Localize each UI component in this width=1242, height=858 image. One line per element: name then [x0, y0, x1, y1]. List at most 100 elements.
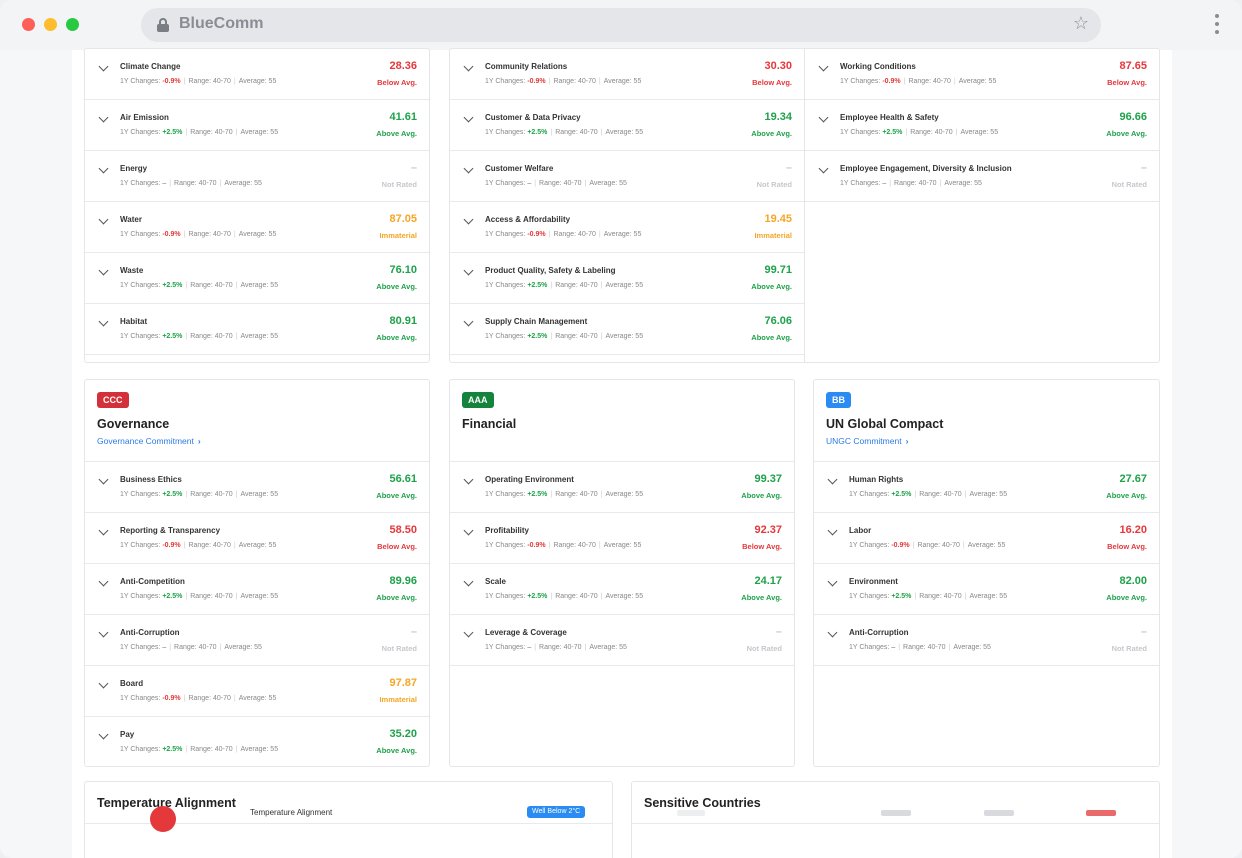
chevron-down-icon[interactable] — [828, 475, 838, 485]
average-label: Average: — [239, 231, 267, 238]
indicator-row[interactable]: Labor 1Y Changes: -0.9% | Range: 40-70 | Aver… — [814, 513, 1159, 564]
indicator-meta: 1Y Changes: -0.9% | Range: 40-70 | Average: … — [485, 231, 641, 238]
chevron-down-icon[interactable] — [99, 113, 109, 123]
range-value: 40-70 — [215, 746, 233, 753]
indicator-row[interactable]: Waste 1Y Changes: +2.5% | Range: 40-70 | Aver… — [85, 253, 429, 304]
indicator-row[interactable]: Community Relations 1Y Changes: -0.9% | Ran… — [450, 49, 804, 100]
indicator-row[interactable]: Employee Health & Safety 1Y Changes: +2.5… — [805, 100, 1159, 151]
change-value: – — [527, 644, 531, 651]
indicator-row[interactable]: Reporting & Transparency 1Y Changes: -0.9… — [85, 513, 429, 564]
chevron-down-icon[interactable] — [99, 317, 109, 327]
indicator-meta: 1Y Changes: +2.5% | Range: 40-70 | Average: … — [120, 491, 278, 498]
indicator-row[interactable]: Leverage & Coverage 1Y Changes: – | Range: … — [450, 615, 794, 666]
maximize-window-button[interactable] — [66, 18, 79, 31]
chevron-down-icon[interactable] — [819, 164, 829, 174]
browser-menu-icon[interactable] — [1212, 14, 1222, 38]
indicator-row[interactable]: Human Rights 1Y Changes: +2.5% | Range: 40-… — [814, 462, 1159, 513]
country-flag-placeholder — [1086, 810, 1116, 816]
indicator-status: Not Rated — [382, 180, 417, 189]
changes-label: 1Y Changes: — [485, 231, 525, 238]
address-bar[interactable]: BlueComm ☆ — [141, 8, 1101, 42]
range-value: 40-70 — [215, 282, 233, 289]
chevron-down-icon[interactable] — [99, 62, 109, 72]
chevron-down-icon[interactable] — [99, 730, 109, 740]
indicator-row[interactable]: Customer & Data Privacy 1Y Changes: +2.5%… — [450, 100, 804, 151]
bookmark-star-icon[interactable]: ☆ — [1073, 13, 1089, 34]
indicator-row[interactable]: Environment 1Y Changes: +2.5% | Range: 40-7… — [814, 564, 1159, 615]
indicator-name: Water — [120, 215, 142, 224]
governance-commitment-link[interactable]: Governance Commitment › — [97, 436, 201, 446]
chevron-down-icon[interactable] — [828, 577, 838, 587]
chevron-down-icon[interactable] — [464, 317, 474, 327]
chevron-down-icon[interactable] — [464, 526, 474, 536]
chevron-down-icon[interactable] — [99, 266, 109, 276]
indicator-row[interactable]: Air Emission 1Y Changes: +2.5% | Range: 40-… — [85, 100, 429, 151]
chevron-down-icon[interactable] — [99, 679, 109, 689]
average-value: 55 — [999, 593, 1007, 600]
chevron-down-icon[interactable] — [99, 577, 109, 587]
indicator-row[interactable]: Anti-Corruption 1Y Changes: – | Range: 40-7… — [85, 615, 429, 666]
changes-label: 1Y Changes: — [849, 593, 889, 600]
indicator-name: Human Rights — [849, 475, 903, 484]
chevron-down-icon[interactable] — [828, 628, 838, 638]
indicator-name: Customer Welfare — [485, 164, 553, 173]
indicator-score: 99.71 — [764, 264, 792, 276]
indicator-status: Above Avg. — [376, 282, 417, 291]
average-label: Average: — [968, 542, 996, 549]
average-label: Average: — [240, 491, 268, 498]
chevron-down-icon[interactable] — [99, 526, 109, 536]
indicator-row[interactable]: Product Quality, Safety & Labeling 1Y Cha… — [450, 253, 804, 304]
indicator-meta: 1Y Changes: -0.9% | Range: 40-70 | Average: … — [120, 695, 276, 702]
chevron-down-icon[interactable] — [99, 215, 109, 225]
indicator-row[interactable]: Energy 1Y Changes: – | Range: 40-70 | Average… — [85, 151, 429, 202]
chevron-down-icon[interactable] — [828, 526, 838, 536]
sensitive-countries-card: Sensitive Countries — [631, 781, 1160, 858]
indicator-row[interactable]: Customer Welfare 1Y Changes: – | Range: 40-… — [450, 151, 804, 202]
chevron-down-icon[interactable] — [99, 475, 109, 485]
indicator-score: 99.37 — [754, 473, 782, 485]
indicator-score: 87.05 — [389, 213, 417, 225]
chevron-down-icon[interactable] — [99, 628, 109, 638]
rating-badge: BB — [826, 392, 851, 408]
chevron-down-icon[interactable] — [464, 113, 474, 123]
chevron-down-icon[interactable] — [464, 62, 474, 72]
chevron-down-icon[interactable] — [99, 164, 109, 174]
indicator-row[interactable]: Supply Chain Management 1Y Changes: +2.5%… — [450, 304, 804, 355]
chevron-down-icon[interactable] — [464, 215, 474, 225]
indicator-row[interactable]: Water 1Y Changes: -0.9% | Range: 40-70 | Aver… — [85, 202, 429, 253]
indicator-row[interactable]: Business Ethics 1Y Changes: +2.5% | Range: … — [85, 462, 429, 513]
indicator-status: Above Avg. — [741, 593, 782, 602]
indicator-row[interactable]: Pay 1Y Changes: +2.5% | Range: 40-70 | Averag… — [85, 717, 429, 767]
chevron-down-icon[interactable] — [464, 475, 474, 485]
indicator-row[interactable]: Working Conditions 1Y Changes: -0.9% | Rang… — [805, 49, 1159, 100]
indicator-row[interactable]: Habitat 1Y Changes: +2.5% | Range: 40-70 | Av… — [85, 304, 429, 355]
indicator-row[interactable]: Access & Affordability 1Y Changes: -0.9% |… — [450, 202, 804, 253]
chevron-down-icon[interactable] — [819, 113, 829, 123]
indicator-row[interactable]: Climate Change 1Y Changes: -0.9% | Range: 4… — [85, 49, 429, 100]
indicator-name: Business Ethics — [120, 475, 182, 484]
change-value: – — [882, 180, 886, 187]
ungc-commitment-link[interactable]: UNGC Commitment › — [826, 436, 908, 446]
change-value: +2.5% — [891, 491, 911, 498]
indicator-row[interactable]: Operating Environment 1Y Changes: +2.5% | R… — [450, 462, 794, 513]
chevron-down-icon[interactable] — [464, 266, 474, 276]
chevron-down-icon[interactable] — [464, 164, 474, 174]
range-value: 40-70 — [580, 593, 598, 600]
indicator-row[interactable]: Employee Engagement, Diversity & Inclusi… — [805, 151, 1159, 202]
average-label: Average: — [224, 644, 252, 651]
indicator-name: Employee Health & Safety — [840, 113, 939, 122]
indicator-score: 89.96 — [389, 575, 417, 587]
average-label: Average: — [239, 695, 267, 702]
minimize-window-button[interactable] — [44, 18, 57, 31]
indicator-row[interactable]: Profitability 1Y Changes: -0.9% | Range: 40… — [450, 513, 794, 564]
range-value: 40-70 — [928, 644, 946, 651]
chevron-down-icon[interactable] — [464, 577, 474, 587]
close-window-button[interactable] — [22, 18, 35, 31]
indicator-row[interactable]: Scale 1Y Changes: +2.5% | Range: 40-70 | Aver… — [450, 564, 794, 615]
indicator-row[interactable]: Anti-Competition 1Y Changes: +2.5% | Range:… — [85, 564, 429, 615]
indicator-row[interactable]: Anti-Corruption 1Y Changes: – | Range: 40-7… — [814, 615, 1159, 666]
chevron-down-icon[interactable] — [819, 62, 829, 72]
chevron-down-icon[interactable] — [464, 628, 474, 638]
range-value: 40-70 — [580, 282, 598, 289]
indicator-row[interactable]: Board 1Y Changes: -0.9% | Range: 40-70 | Aver… — [85, 666, 429, 717]
